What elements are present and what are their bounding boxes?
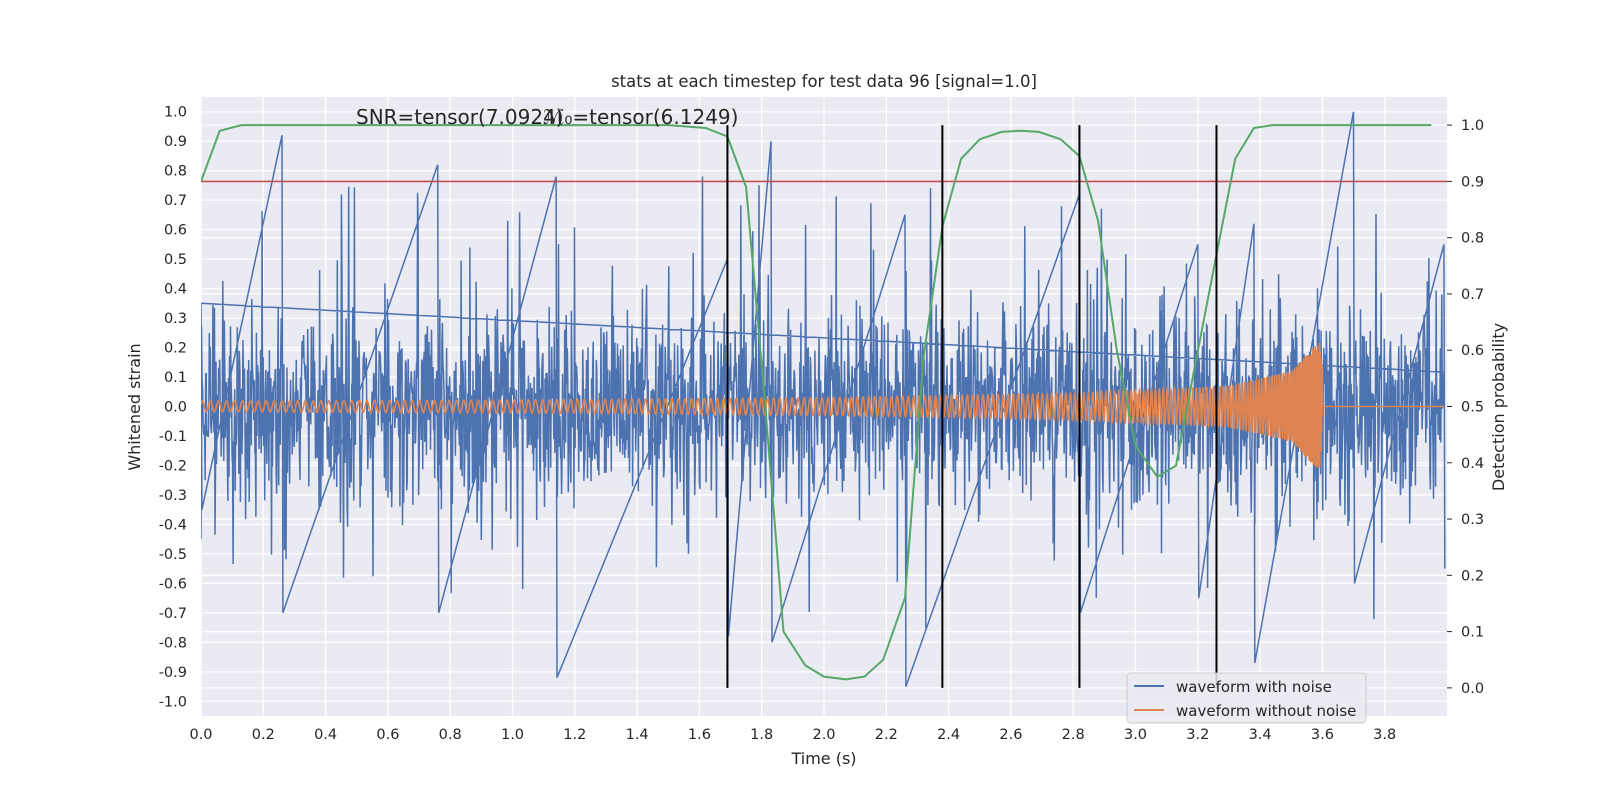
series-layer (201, 111, 1447, 688)
x-tick-label: 2.6 (999, 727, 1022, 743)
x-tick-label: 2.2 (875, 727, 898, 743)
y-right-tick-label: 0.2 (1461, 568, 1484, 584)
y-left-tick-label: 0.7 (164, 193, 187, 209)
y-left-tick-label: 0.5 (164, 252, 187, 268)
x-tick-label: 2.0 (812, 727, 835, 743)
x-tick-label: 0.8 (439, 727, 462, 743)
y-left-tick-label: -1.0 (159, 694, 187, 710)
x-tick-label: 0.6 (376, 727, 399, 743)
series-waveform-without-noise (201, 342, 1444, 468)
chirp-mass-annotation: ℳ₀=tensor(6.1249) (543, 105, 738, 129)
x-tick-label: 3.6 (1311, 727, 1334, 743)
y-axis-left-ticks: 1.0 0.9 0.8 0.7 0.6 0.5 0.4 0.3 0.2 0.1 0.0 -0.1 -0.… (159, 105, 187, 711)
y-left-tick-label: -0.3 (159, 488, 187, 504)
legend-label-clean: waveform without noise (1176, 702, 1356, 720)
y-right-tick-label: 0.0 (1461, 681, 1484, 697)
y-left-tick-label: -0.6 (159, 576, 187, 592)
y-left-tick-label: -0.5 (159, 547, 187, 563)
y-left-tick-label: 0.0 (164, 400, 187, 416)
y-axis-right-ticks: 1.0 0.9 0.8 0.7 0.6 0.5 0.4 0.3 0.2 0.1 0.0 (1447, 118, 1484, 697)
legend: waveform with noise waveform without noi… (1126, 672, 1367, 724)
y-right-tick-label: 0.6 (1461, 343, 1484, 359)
y-right-tick-label: 0.3 (1461, 512, 1484, 528)
y-right-tick-label: 1.0 (1461, 118, 1484, 134)
snr-annotation: SNR=tensor(7.0924) (356, 105, 564, 129)
y-left-tick-label: 0.6 (164, 223, 187, 239)
x-tick-label: 1.4 (626, 727, 649, 743)
y-left-tick-label: -0.4 (159, 517, 187, 533)
x-axis-label: Time (s) (790, 749, 856, 768)
y-left-tick-label: -0.7 (159, 606, 187, 622)
x-tick-label: 1.2 (563, 727, 586, 743)
y-right-tick-label: 0.7 (1461, 287, 1484, 303)
x-tick-label: 1.8 (750, 727, 773, 743)
y-left-tick-label: 0.2 (164, 341, 187, 357)
x-tick-label: 2.4 (937, 727, 960, 743)
series-detection-probability (201, 124, 1432, 681)
plot-content (201, 111, 1447, 688)
x-tick-label: 1.6 (688, 727, 711, 743)
y-left-tick-label: 1.0 (164, 105, 187, 121)
y-left-tick-label: -0.1 (159, 429, 187, 445)
y-axis-right-label: Detection probability (1489, 323, 1508, 491)
y-right-tick-label: 0.8 (1461, 231, 1484, 247)
y-left-tick-label: -0.2 (159, 458, 187, 474)
y-left-tick-label: -0.8 (159, 635, 187, 651)
y-left-tick-label: 0.4 (164, 282, 187, 298)
x-tick-label: 0.0 (189, 727, 212, 743)
x-tick-label: 3.2 (1186, 727, 1209, 743)
series-waveform-with-noise (201, 111, 1446, 687)
x-tick-label: 0.2 (252, 727, 275, 743)
x-tick-label: 2.8 (1062, 727, 1085, 743)
x-tick-label: 3.4 (1249, 727, 1272, 743)
legend-box (1126, 672, 1367, 724)
y-right-tick-label: 0.5 (1461, 400, 1484, 416)
x-tick-label: 3.0 (1124, 727, 1147, 743)
y-left-tick-label: -0.9 (159, 665, 187, 681)
y-right-tick-label: 0.4 (1461, 456, 1484, 472)
x-axis-ticks: 0.0 0.2 0.4 0.6 0.8 1.0 1.2 1.4 1.6 1.8 2.0 2.2 2.4 2… (189, 727, 1396, 743)
y-left-tick-label: 0.8 (164, 164, 187, 180)
y-right-tick-label: 0.1 (1461, 625, 1484, 641)
y-left-tick-label: 0.3 (164, 311, 187, 327)
y-axis-left-label: Whitened strain (125, 343, 144, 470)
y-right-tick-label: 0.9 (1461, 174, 1484, 190)
x-tick-label: 0.4 (314, 727, 337, 743)
y-left-tick-label: 0.1 (164, 370, 187, 386)
chart-title: stats at each timestep for test data 96 … (611, 72, 1037, 91)
x-tick-label: 1.0 (501, 727, 524, 743)
y-left-tick-label: 0.9 (164, 134, 187, 150)
legend-label-noisy: waveform with noise (1176, 678, 1332, 696)
x-tick-label: 3.8 (1373, 727, 1396, 743)
